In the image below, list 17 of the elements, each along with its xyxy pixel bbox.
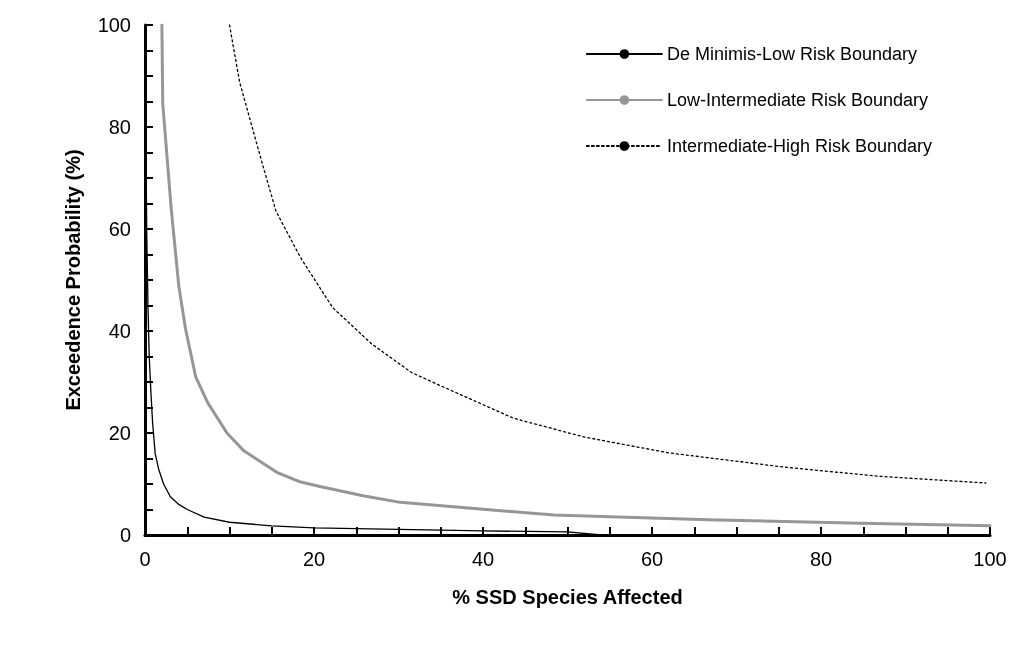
y-tick-label: 0 bbox=[119, 524, 131, 546]
x-tick-label: 20 bbox=[302, 548, 326, 570]
y-tick-label: 60 bbox=[108, 218, 131, 240]
legend-label: De Minimis-Low Risk Boundary bbox=[666, 44, 917, 64]
x-tick-label: 100 bbox=[973, 548, 1007, 570]
y-tick-label: 40 bbox=[108, 320, 131, 342]
y-tick-label: 20 bbox=[108, 422, 131, 444]
legend-label: Low-Intermediate Risk Boundary bbox=[666, 90, 928, 110]
y-axis-title: Exceedence Probability (%) bbox=[62, 149, 84, 411]
x-axis-title: % SSD Species Affected bbox=[452, 586, 683, 608]
y-tick-label: 100 bbox=[97, 14, 131, 36]
x-tick-label: 40 bbox=[471, 548, 495, 570]
y-tick-label: 80 bbox=[108, 116, 131, 138]
x-tick-label: 0 bbox=[139, 548, 151, 570]
legend-label: Intermediate-High Risk Boundary bbox=[666, 136, 932, 156]
x-tick-label: 60 bbox=[640, 548, 664, 570]
x-tick-label: 80 bbox=[809, 548, 833, 570]
